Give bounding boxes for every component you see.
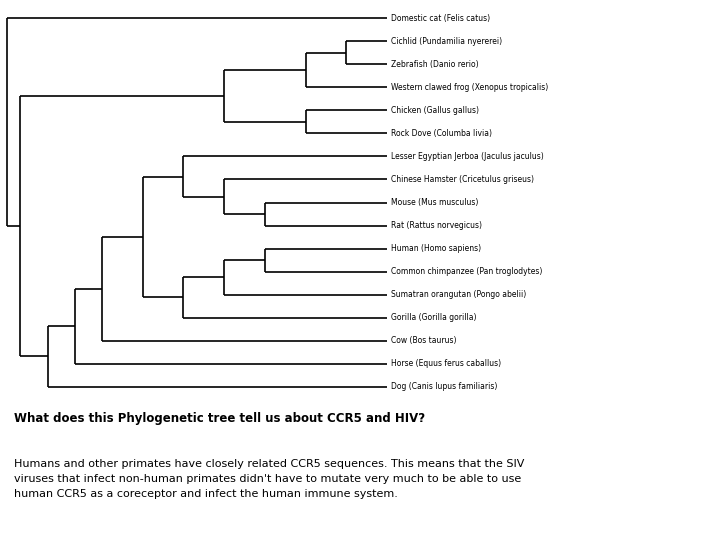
Text: Domestic cat (Felis catus): Domestic cat (Felis catus) (390, 14, 490, 23)
Text: Sumatran orangutan (Pongo abelii): Sumatran orangutan (Pongo abelii) (390, 290, 526, 299)
Text: Zebrafish (Danio rerio): Zebrafish (Danio rerio) (390, 60, 478, 69)
Text: Rock Dove (Columba livia): Rock Dove (Columba livia) (390, 129, 492, 138)
Text: Lesser Egyptian Jerboa (Jaculus jaculus): Lesser Egyptian Jerboa (Jaculus jaculus) (390, 152, 544, 161)
Text: What does this Phylogenetic tree tell us about CCR5 and HIV?: What does this Phylogenetic tree tell us… (14, 411, 426, 425)
Text: Mouse (Mus musculus): Mouse (Mus musculus) (390, 198, 478, 207)
Text: Cichlid (Pundamilia nyererei): Cichlid (Pundamilia nyererei) (390, 37, 502, 46)
Text: Chinese Hamster (Cricetulus griseus): Chinese Hamster (Cricetulus griseus) (390, 175, 534, 184)
Text: Chicken (Gallus gallus): Chicken (Gallus gallus) (390, 106, 479, 115)
Text: Humans and other primates have closely related CCR5 sequences. This means that t: Humans and other primates have closely r… (14, 459, 525, 498)
Text: Human (Homo sapiens): Human (Homo sapiens) (390, 244, 481, 253)
Text: Horse (Equus ferus caballus): Horse (Equus ferus caballus) (390, 359, 500, 368)
Text: Gorilla (Gorilla gorilla): Gorilla (Gorilla gorilla) (390, 313, 476, 322)
Text: Cow (Bos taurus): Cow (Bos taurus) (390, 336, 456, 345)
Text: Western clawed frog (Xenopus tropicalis): Western clawed frog (Xenopus tropicalis) (390, 83, 548, 92)
Text: Common chimpanzee (Pan troglodytes): Common chimpanzee (Pan troglodytes) (390, 267, 542, 276)
Text: Dog (Canis lupus familiaris): Dog (Canis lupus familiaris) (390, 382, 497, 391)
Text: Rat (Rattus norvegicus): Rat (Rattus norvegicus) (390, 221, 482, 230)
